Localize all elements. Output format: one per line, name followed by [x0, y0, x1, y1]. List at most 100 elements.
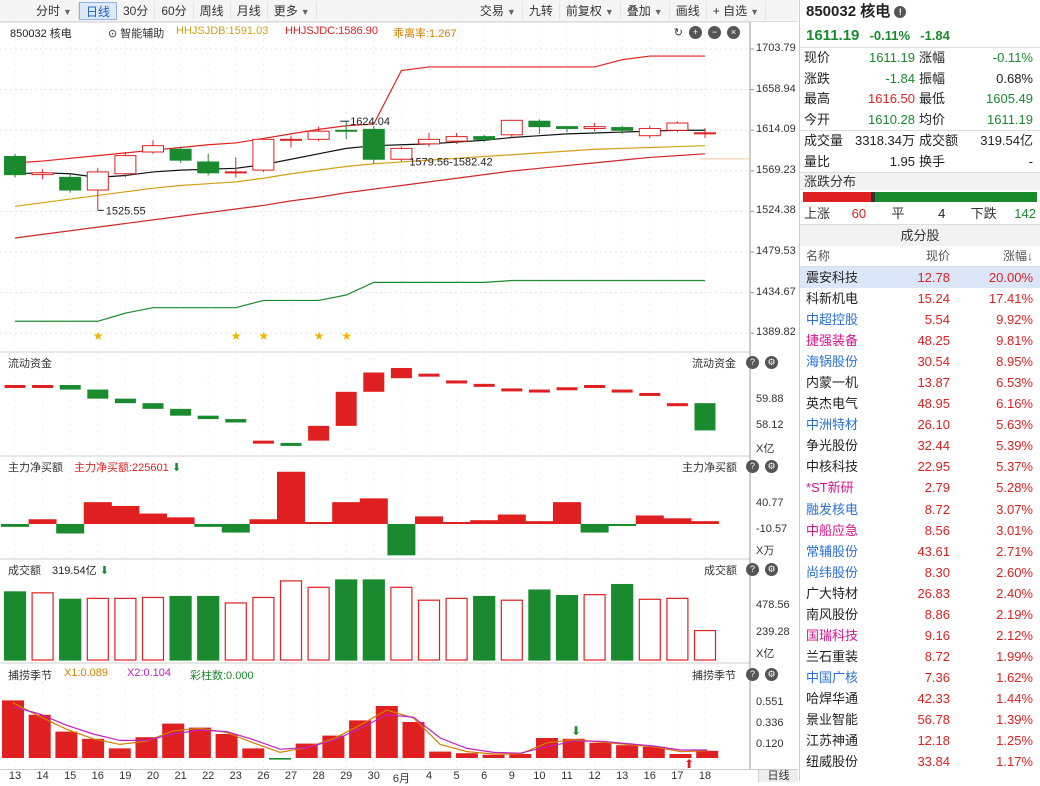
constituent-row[interactable]: 广大特材 26.83 2.40%: [800, 583, 1040, 604]
col-price[interactable]: 现价: [925, 249, 950, 263]
left-tab-3[interactable]: 60分: [155, 1, 194, 20]
left-tab-1[interactable]: 日线: [78, 1, 117, 20]
left-tab-5[interactable]: 月线: [231, 1, 268, 20]
constituent-name: *ST新研: [806, 480, 854, 496]
candle-body: [362, 128, 385, 160]
smart-assist-toggle[interactable]: ⊙ 智能辅助: [108, 28, 165, 40]
settings-icon[interactable]: ⚙: [765, 460, 778, 473]
chevron-down-icon: ▼: [63, 6, 72, 17]
settings-icon[interactable]: ⚙: [765, 563, 778, 576]
zoom-in-icon[interactable]: +: [689, 26, 702, 39]
constituent-name: 中核科技: [806, 459, 859, 475]
netbuy-bar: [1, 524, 29, 527]
right-tab-2[interactable]: 前复权 ▼: [560, 1, 621, 20]
quote-panel: 850032 核电! 1611.19 -0.11% -1.84 现价 1611.1…: [799, 0, 1040, 781]
tab-label: 交易: [479, 3, 504, 18]
y-tick-label: X亿: [756, 648, 775, 660]
season-bars: 彩柱数:0.000: [190, 670, 254, 682]
flow-bar: [308, 425, 330, 441]
constituent-row[interactable]: 常辅股份 43.61 2.71%: [800, 541, 1040, 562]
tab-label: 日线: [85, 4, 110, 19]
netbuy-bar: [359, 498, 388, 524]
constituent-row[interactable]: 融发核电 8.72 3.07%: [800, 499, 1040, 520]
left-tab-2[interactable]: 30分: [117, 1, 156, 20]
constituent-row[interactable]: 争光股份 32.44 5.39%: [800, 435, 1040, 456]
netbuy-bar: [470, 520, 499, 524]
distribution-counts: 上涨 60 平 4 下跌 142: [800, 204, 1040, 224]
constituent-row[interactable]: 江苏神通 12.18 1.25%: [800, 730, 1040, 751]
season-bar: [402, 722, 425, 758]
flow-bar: [694, 403, 716, 431]
constituent-price: 5.54: [924, 312, 950, 328]
constituent-row[interactable]: 捷强装备 48.25 9.81%: [800, 330, 1040, 351]
flow-bar: [666, 403, 688, 407]
volume-bar: [417, 599, 441, 661]
left-tab-6[interactable]: 更多 ▼: [268, 1, 317, 20]
flow-bar: [4, 385, 26, 389]
quote-value: 3318.34万: [855, 133, 915, 148]
quote-key: 最高: [804, 91, 831, 106]
settings-icon[interactable]: ⚙: [765, 356, 778, 369]
volume-bar: [307, 586, 330, 661]
chart-area[interactable]: 1624.04 1525.55 1579.56-1582.42 ★ ★ ★ ★ ★ ⬇ ⬆ 850…: [0, 22, 798, 769]
season-bar: [375, 706, 398, 758]
close-icon[interactable]: ×: [727, 26, 740, 39]
period-button[interactable]: 日线: [758, 770, 798, 782]
constituent-row[interactable]: 海锅股份 30.54 8.95%: [800, 351, 1040, 372]
col-pct[interactable]: 涨幅↓: [1002, 249, 1033, 263]
constituent-row[interactable]: 科新机电 15.24 17.41%: [800, 288, 1040, 309]
right-tab-1[interactable]: 九转: [523, 1, 560, 20]
constituent-name: 争光股份: [806, 438, 859, 454]
left-tab-0[interactable]: 分时 ▼: [30, 1, 79, 20]
y-tick-label: 0.336: [756, 717, 784, 729]
right-tab-5[interactable]: + 自选 ▼: [707, 1, 766, 20]
netbuy-bar: [635, 515, 664, 524]
constituent-row[interactable]: 内蒙一机 13.87 6.53%: [800, 372, 1040, 393]
quote-key: 最低: [919, 91, 946, 106]
volume-bar: [445, 597, 468, 661]
candle-body: [666, 122, 689, 131]
settings-icon[interactable]: ⚙: [765, 668, 778, 681]
constituent-row[interactable]: 英杰电气 48.95 6.16%: [800, 393, 1040, 414]
constituent-row[interactable]: 哈焊华通 42.33 1.44%: [800, 688, 1040, 709]
help-icon[interactable]: ?: [746, 668, 759, 681]
zoom-out-icon[interactable]: −: [708, 26, 721, 39]
constituent-row[interactable]: 中核科技 22.95 5.37%: [800, 456, 1040, 477]
help-icon[interactable]: ?: [746, 563, 759, 576]
kline-chart[interactable]: 1624.04 1525.55 1579.56-1582.42 ★ ★ ★ ★ ★ ⬇ ⬆: [0, 22, 798, 769]
season-x1: X1:0.089: [64, 667, 109, 679]
constituent-row[interactable]: 国瑞科技 9.16 2.12%: [800, 625, 1040, 646]
season-bar: [642, 746, 665, 758]
constituent-row[interactable]: *ST新研 2.79 5.28%: [800, 477, 1040, 498]
constituent-row[interactable]: 中国广核 7.36 1.62%: [800, 667, 1040, 688]
help-icon[interactable]: ?: [746, 356, 759, 369]
constituent-price: 12.78: [917, 270, 950, 285]
constituent-row[interactable]: 震安科技 12.78 20.00%: [800, 267, 1040, 289]
distribution-up-segment: [803, 192, 872, 202]
info-icon[interactable]: !: [894, 6, 907, 19]
constituent-row[interactable]: 中洲特材 26.10 5.63%: [800, 414, 1040, 435]
left-tab-4[interactable]: 周线: [194, 1, 231, 20]
right-tab-4[interactable]: 画线: [670, 1, 707, 20]
x-axis: 13 14 15 16 19 20 21 22 23 26 27 28 29 30 6月 4 5 6 9 10 11 12…: [0, 769, 798, 785]
col-name[interactable]: 名称: [806, 249, 831, 263]
x-tick-label: 4: [425, 770, 433, 782]
constituent-row[interactable]: 景业智能 56.78 1.39%: [800, 709, 1040, 730]
right-tab-3[interactable]: 叠加 ▼: [621, 1, 670, 20]
right-tab-0[interactable]: 交易 ▼: [474, 1, 523, 20]
quote-price-line: 1611.19 -0.11% -1.84: [800, 24, 1040, 48]
constituent-row[interactable]: 南风股份 8.86 2.19%: [800, 604, 1040, 625]
constituent-row[interactable]: 纽威股份 33.84 1.17%: [800, 751, 1040, 772]
constituent-row[interactable]: 尚纬股份 8.30 2.60%: [800, 562, 1040, 583]
help-icon[interactable]: ?: [746, 460, 759, 473]
season-bar: [562, 738, 585, 758]
refresh-icon[interactable]: ↻: [673, 27, 683, 39]
constituent-name: 广大特材: [806, 585, 859, 601]
up-count: 60: [851, 206, 867, 221]
constituent-row[interactable]: 兰石重装 8.72 1.99%: [800, 646, 1040, 667]
volume-bar: [59, 598, 82, 661]
constituent-row[interactable]: 中船应急 8.56 3.01%: [800, 520, 1040, 541]
volume-bar: [114, 597, 137, 661]
constituent-row[interactable]: 中超控股 5.54 9.92%: [800, 309, 1040, 330]
ind-deviation: 乖离率:1.267: [393, 28, 457, 40]
